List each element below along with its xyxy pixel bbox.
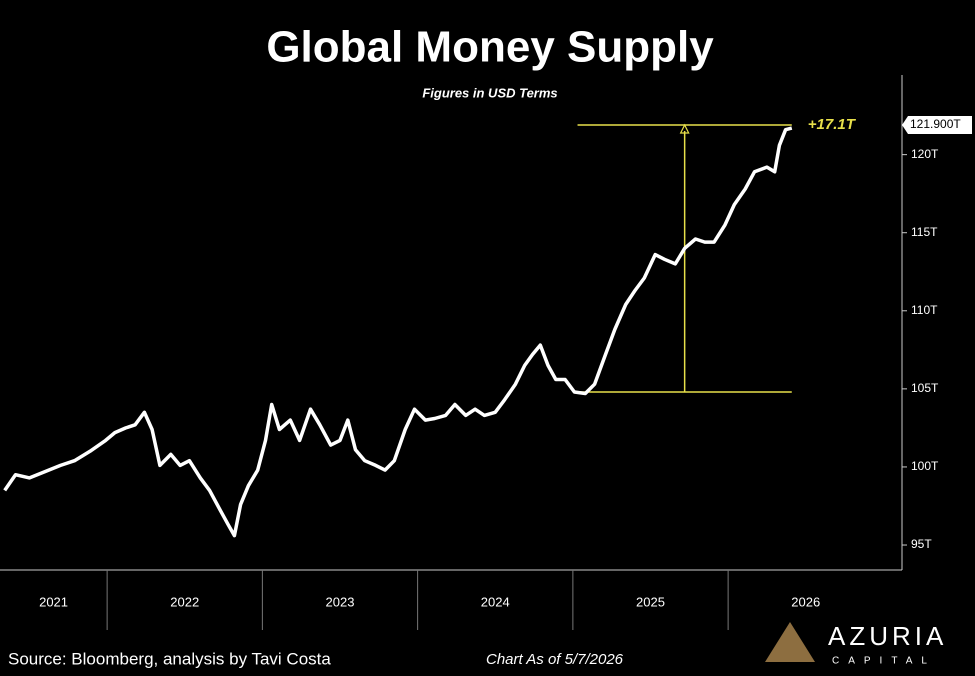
brand-sub: CAPITAL [832, 656, 936, 667]
end-label-box [902, 115, 972, 134]
x-tick-label: 2022 [170, 594, 199, 609]
x-tick-label: 2025 [636, 594, 665, 609]
x-tick-label: 2026 [791, 594, 820, 609]
x-tick-label: 2023 [326, 594, 355, 609]
x-tick-label: 2021 [39, 594, 68, 609]
line [3, 126, 793, 538]
x-tick-label: 2024 [481, 594, 510, 609]
chart-subtitle: Figures in USD Terms [422, 85, 557, 100]
as-of: Chart As of 5/7/2026 [486, 651, 624, 668]
y-tick-label: 105T [911, 381, 939, 395]
arrow-head [679, 123, 690, 134]
y-tick-label: 120T [911, 147, 939, 161]
chart-title: Global Money Supply [266, 23, 714, 72]
y-tick-label: 115T [911, 225, 938, 239]
source: Source: Bloomberg, analysis by Tavi Cost… [8, 649, 331, 668]
end-label: 121.900T [910, 117, 961, 131]
y-tick-label: 100T [911, 459, 939, 473]
y-tick-label: 110T [911, 303, 938, 317]
y-tick-label: 95T [911, 537, 932, 551]
brand-name: AZURIA [828, 621, 947, 651]
logo-icon [765, 622, 815, 662]
annotation-text: +17.1T [808, 116, 857, 133]
